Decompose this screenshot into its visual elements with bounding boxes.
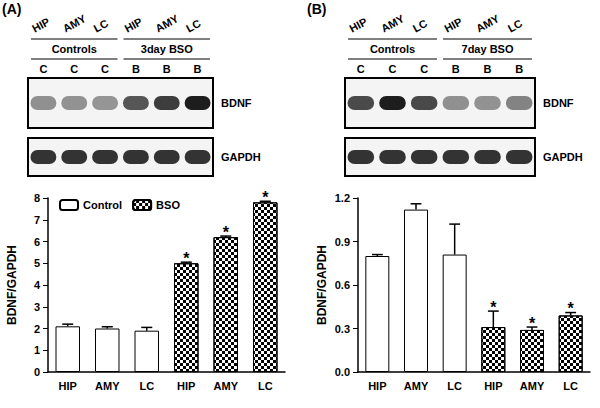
svg-text:HIP: HIP [59,380,77,392]
svg-text:3day BSO: 3day BSO [141,43,193,55]
svg-text:B: B [452,63,460,75]
svg-text:BDNF: BDNF [543,97,574,109]
svg-text:LC: LC [563,380,578,392]
svg-text:LC: LC [447,380,462,392]
svg-text:7: 7 [34,214,40,226]
svg-text:C: C [101,63,109,75]
svg-text:LC: LC [411,17,430,35]
svg-text:AMY: AMY [153,12,181,35]
svg-text:B: B [515,63,523,75]
svg-text:3: 3 [34,301,40,313]
svg-text:(A): (A) [2,1,21,17]
svg-text:*: * [568,300,575,317]
svg-text:HIP: HIP [368,380,386,392]
svg-text:Control: Control [83,199,122,211]
svg-text:BSO: BSO [156,199,180,211]
svg-text:0.9: 0.9 [335,236,350,248]
svg-text:*: * [490,299,497,316]
svg-text:2: 2 [34,323,40,335]
svg-text:*: * [529,315,536,332]
svg-text:HIP: HIP [347,15,369,34]
svg-text:8: 8 [34,192,40,204]
svg-text:6: 6 [34,236,40,248]
svg-text:1.2: 1.2 [335,192,350,204]
svg-text:BDNF/GAPDH: BDNF/GAPDH [315,245,329,325]
svg-text:AMY: AMY [520,380,545,392]
svg-text:AMY: AMY [404,380,429,392]
svg-text:AMY: AMY [474,12,502,35]
svg-text:HIP: HIP [177,380,195,392]
svg-text:B: B [484,63,492,75]
svg-text:Controls: Controls [370,43,415,55]
svg-text:LC: LC [184,17,203,35]
svg-text:HIP: HIP [484,380,502,392]
svg-text:LC: LC [506,17,525,35]
svg-text:LC: LC [92,17,111,35]
svg-text:C: C [39,63,47,75]
svg-text:0.6: 0.6 [335,279,350,291]
svg-text:0.0: 0.0 [335,366,350,378]
svg-text:0.3: 0.3 [335,323,350,335]
svg-text:C: C [420,63,428,75]
svg-text:Controls: Controls [52,43,97,55]
svg-text:AMY: AMY [61,12,89,35]
svg-text:GAPDH: GAPDH [543,151,583,163]
svg-text:1: 1 [34,344,40,356]
svg-text:0: 0 [34,366,40,378]
svg-text:(B): (B) [307,1,326,17]
svg-text:LC: LC [139,380,154,392]
svg-text:B: B [132,63,140,75]
svg-text:GAPDH: GAPDH [221,151,261,163]
svg-text:BDNF/GAPDH: BDNF/GAPDH [5,245,19,325]
svg-text:AMY: AMY [379,12,407,35]
svg-text:B: B [163,63,171,75]
svg-text:BDNF: BDNF [221,97,252,109]
svg-text:B: B [194,63,202,75]
svg-text:HIP: HIP [122,15,144,34]
svg-text:HIP: HIP [442,15,464,34]
svg-text:AMY: AMY [95,380,120,392]
svg-text:C: C [357,63,365,75]
svg-text:4: 4 [34,279,41,291]
svg-text:C: C [70,63,78,75]
svg-text:LC: LC [258,380,273,392]
svg-text:C: C [389,63,397,75]
svg-text:7day BSO: 7day BSO [462,43,514,55]
svg-text:5: 5 [34,257,40,269]
svg-text:AMY: AMY [214,380,239,392]
svg-text:HIP: HIP [30,15,52,34]
